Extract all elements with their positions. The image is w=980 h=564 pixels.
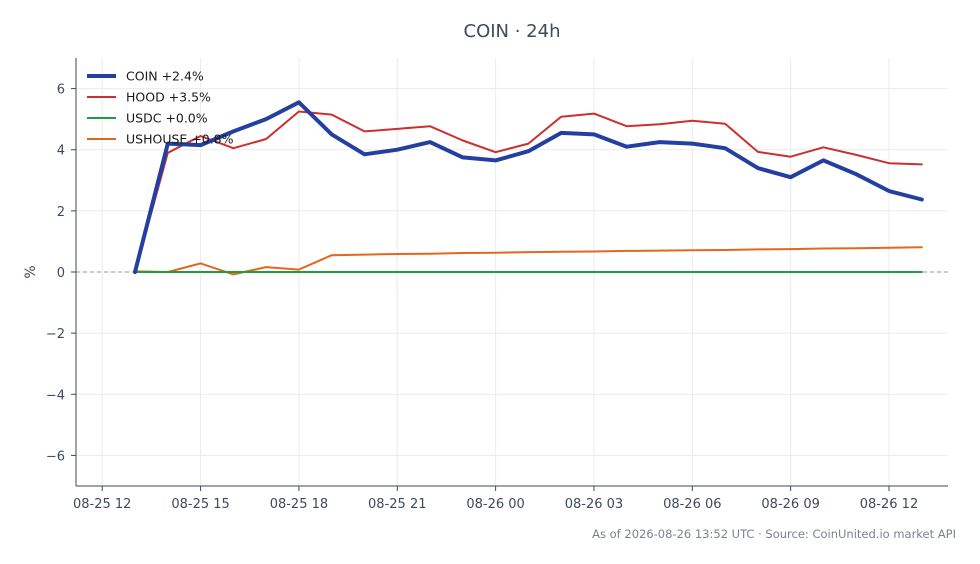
series-line-ushouse: [134, 246, 923, 276]
x-tick-label: 08-26 09: [761, 497, 819, 512]
legend-label: HOOD +3.5%: [126, 90, 211, 105]
chart-footer: As of 2026-08-26 13:52 UTC · Source: Coi…: [592, 527, 956, 541]
chart-title: COIN · 24h: [464, 21, 561, 42]
y-tick-label: 0: [57, 266, 65, 281]
x-axis: 08-25 12 08-25 15 08-25 18 08-25 21 08-26 00…: [73, 486, 918, 512]
y-tick-label: 2: [57, 205, 65, 220]
legend-label: COIN +2.4%: [126, 69, 204, 84]
x-tick-label: 08-25 18: [270, 497, 328, 512]
legend-label: USDC +0.0%: [126, 111, 208, 126]
x-tick-label: 08-25 15: [171, 497, 229, 512]
legend: COIN +2.4% HOOD +3.5% USDC +0.0% USHOUSE +0…: [87, 69, 234, 147]
legend-label: USHOUSE +0.8%: [126, 132, 234, 147]
series-lines: [133, 100, 924, 276]
y-tick-label: 4: [57, 144, 65, 159]
x-tick-label: 08-26 03: [565, 497, 623, 512]
x-tick-label: 08-25 21: [368, 497, 426, 512]
y-axis: −6 −4 −2 0 2 4 6: [46, 83, 76, 464]
series-line-coin: [133, 100, 924, 274]
y-tick-label: −6: [46, 449, 65, 464]
y-tick-label: 6: [57, 83, 65, 98]
y-tick-label: −2: [46, 327, 65, 342]
series-line-hood: [134, 110, 923, 273]
x-tick-label: 08-25 12: [73, 497, 131, 512]
x-tick-label: 08-26 12: [860, 497, 918, 512]
y-tick-label: −4: [46, 388, 65, 403]
x-tick-label: 08-26 06: [663, 497, 721, 512]
x-tick-label: 08-26 00: [466, 497, 524, 512]
y-axis-label: %: [23, 265, 39, 278]
